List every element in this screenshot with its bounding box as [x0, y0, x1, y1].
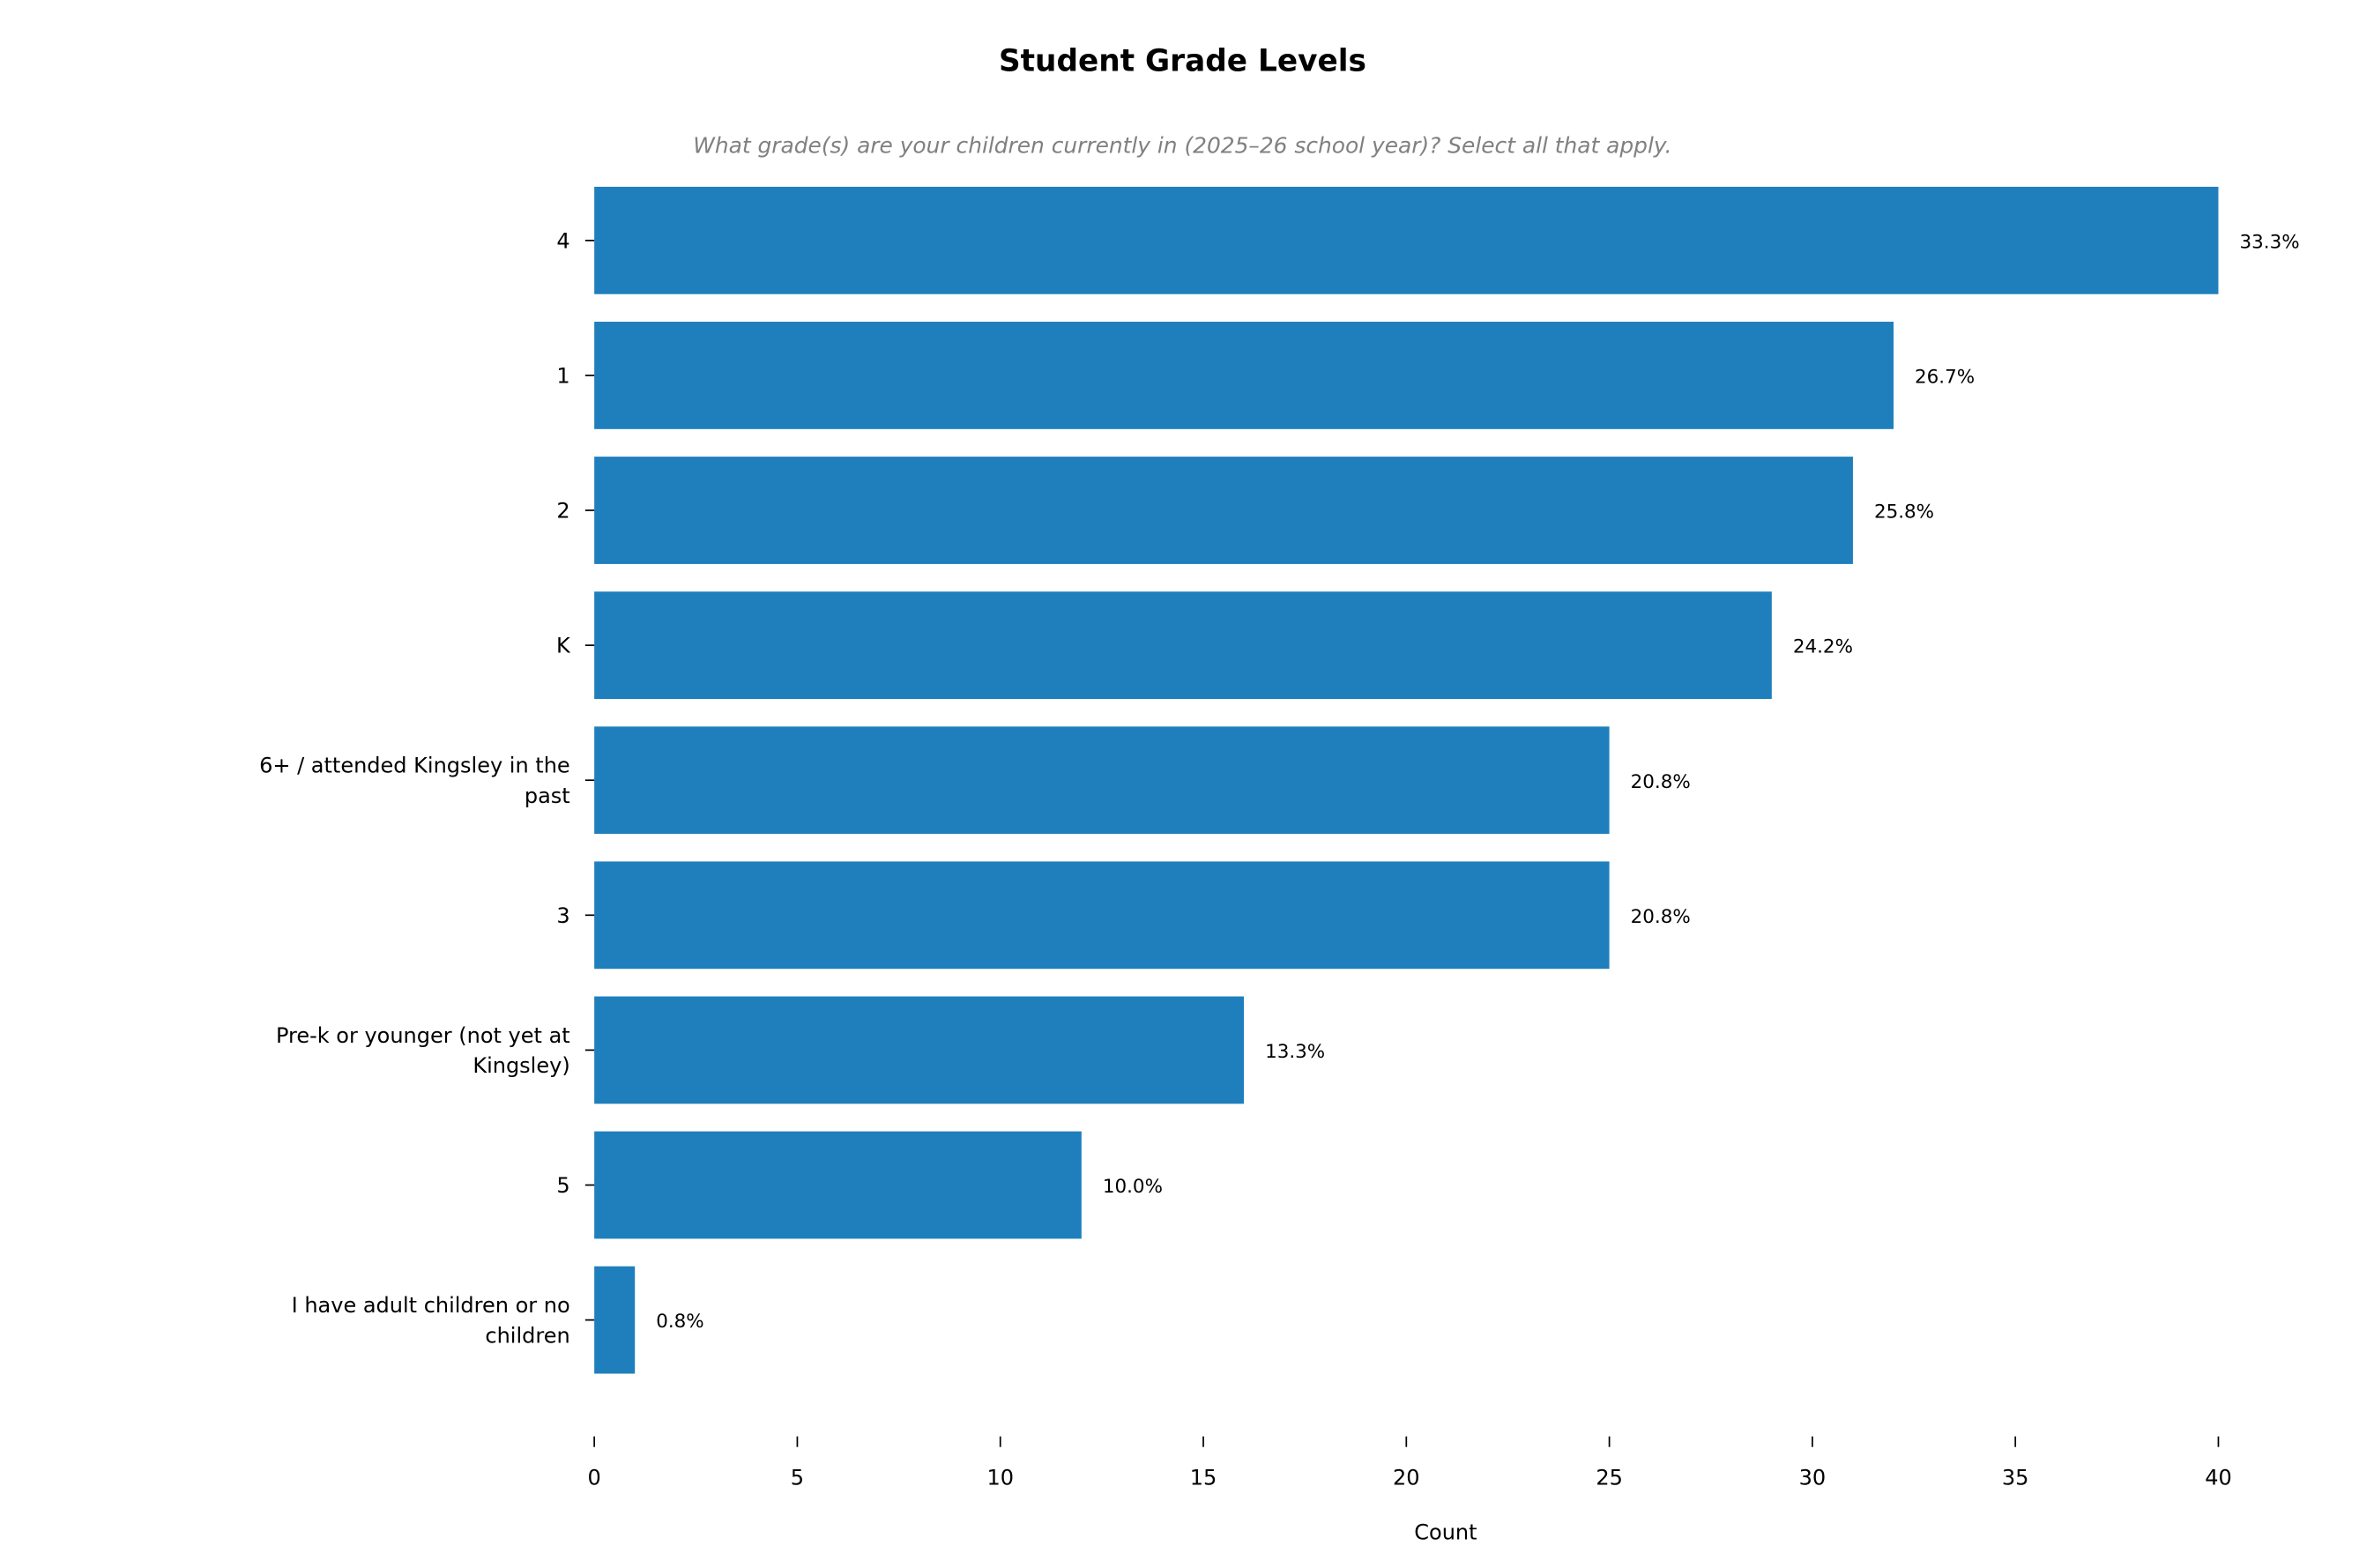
x-tick-label: 10	[986, 1466, 1014, 1490]
x-tick-label: 35	[2002, 1466, 2029, 1490]
y-tick-label: 6+ / attended Kingsley in the past	[259, 754, 570, 808]
y-tick-label: 3	[556, 903, 569, 928]
y-tick-label-line: 3	[556, 903, 569, 928]
y-tick-label-line: K	[556, 634, 571, 658]
x-tick-label: 30	[1799, 1466, 1827, 1490]
y-tick-label-line: 2	[556, 499, 569, 524]
x-tick-label: 40	[2205, 1466, 2232, 1490]
data-label: 25.8%	[1874, 502, 1934, 524]
data-label: 24.2%	[1793, 636, 1853, 658]
x-tick-label: 25	[1596, 1466, 1623, 1490]
data-label: 33.3%	[2239, 231, 2299, 253]
data-label: 10.0%	[1103, 1176, 1163, 1198]
y-tick-label: 4	[556, 228, 569, 253]
bar	[594, 186, 2219, 294]
bar	[594, 1266, 636, 1374]
data-label: 0.8%	[656, 1311, 703, 1333]
y-tick-label: Pre-k or younger (not yet at Kingsley)	[276, 1023, 570, 1078]
data-label: 13.3%	[1265, 1041, 1325, 1063]
x-tick-label: 5	[791, 1466, 804, 1490]
x-tick-label: 0	[588, 1466, 601, 1490]
y-tick-label: I have adult children or no children	[292, 1293, 570, 1348]
y-tick-label-line: 4	[556, 228, 569, 253]
bar	[594, 591, 1772, 700]
data-label: 26.7%	[1915, 366, 1975, 388]
bar	[594, 1131, 1082, 1239]
data-label: 20.8%	[1631, 771, 1691, 793]
y-tick-label-line: Pre-k or younger (not yet at	[276, 1023, 570, 1048]
x-tick-label: 15	[1190, 1466, 1217, 1490]
bar	[594, 322, 1894, 429]
y-tick-label-line: 5	[556, 1173, 569, 1198]
y-tick-label-line: I have adult children or no	[292, 1293, 570, 1318]
chart-title: Student Grade Levels	[999, 44, 1366, 79]
bar	[594, 457, 1853, 564]
chart-subtitle: What grade(s) are your children currentl…	[693, 132, 1671, 158]
y-tick-label: 1	[556, 363, 569, 388]
y-tick-label: K	[556, 634, 571, 658]
y-tick-label-line: 1	[556, 363, 569, 388]
y-tick-label-line: past	[525, 784, 570, 808]
y-tick-label: 2	[556, 499, 569, 524]
x-axis-label: Count	[1414, 1520, 1477, 1544]
bar	[594, 861, 1610, 970]
y-tick-label-line: Kingsley)	[473, 1053, 569, 1078]
y-tick-label: 5	[556, 1173, 569, 1198]
x-tick-label: 20	[1393, 1466, 1420, 1490]
bar	[594, 996, 1245, 1104]
y-tick-label-line: children	[485, 1323, 569, 1348]
data-label: 20.8%	[1631, 906, 1691, 928]
y-tick-label-line: 6+ / attended Kingsley in the	[259, 754, 570, 778]
bar	[594, 726, 1610, 835]
